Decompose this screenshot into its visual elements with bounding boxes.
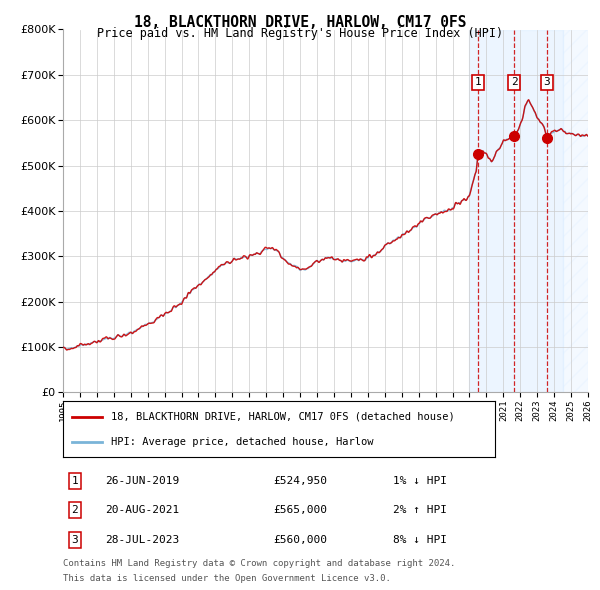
Text: 1: 1	[71, 476, 79, 486]
Text: 1% ↓ HPI: 1% ↓ HPI	[393, 476, 447, 486]
Text: 28-JUL-2023: 28-JUL-2023	[105, 535, 179, 545]
Text: 3: 3	[71, 535, 79, 545]
Text: Price paid vs. HM Land Registry's House Price Index (HPI): Price paid vs. HM Land Registry's House …	[97, 27, 503, 40]
Bar	[563, 30, 588, 392]
Text: 8% ↓ HPI: 8% ↓ HPI	[393, 535, 447, 545]
Text: 1: 1	[475, 77, 481, 87]
Text: £565,000: £565,000	[273, 506, 327, 515]
Text: Contains HM Land Registry data © Crown copyright and database right 2024.: Contains HM Land Registry data © Crown c…	[63, 559, 455, 568]
Text: 3: 3	[544, 77, 550, 87]
Bar	[469, 30, 563, 392]
Text: 26-JUN-2019: 26-JUN-2019	[105, 476, 179, 486]
Text: 2: 2	[511, 77, 518, 87]
Text: 20-AUG-2021: 20-AUG-2021	[105, 506, 179, 515]
Text: HPI: Average price, detached house, Harlow: HPI: Average price, detached house, Harl…	[110, 437, 373, 447]
Text: 2% ↑ HPI: 2% ↑ HPI	[393, 506, 447, 515]
Text: £560,000: £560,000	[273, 535, 327, 545]
Text: This data is licensed under the Open Government Licence v3.0.: This data is licensed under the Open Gov…	[63, 574, 391, 583]
Text: 18, BLACKTHORN DRIVE, HARLOW, CM17 0FS (detached house): 18, BLACKTHORN DRIVE, HARLOW, CM17 0FS (…	[110, 412, 454, 422]
Text: £524,950: £524,950	[273, 476, 327, 486]
Text: 2: 2	[71, 506, 79, 515]
Text: 18, BLACKTHORN DRIVE, HARLOW, CM17 0FS: 18, BLACKTHORN DRIVE, HARLOW, CM17 0FS	[134, 15, 466, 30]
